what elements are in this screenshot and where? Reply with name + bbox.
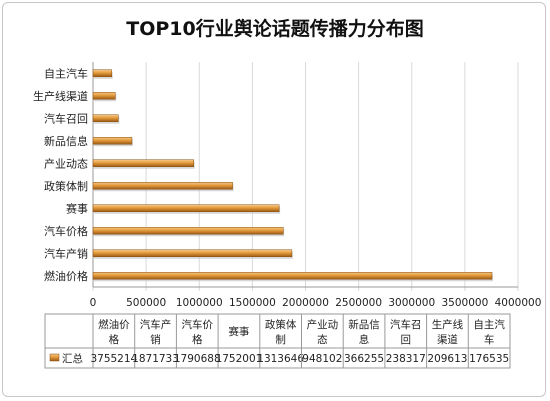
table-value-cell: 1871733 xyxy=(132,353,179,365)
table-header-cell: 格 xyxy=(192,333,203,346)
bar xyxy=(92,204,280,212)
table-value-cell: 3755214 xyxy=(90,353,137,365)
table-header-cell: 生产线 xyxy=(432,318,464,331)
table-header-cell: 回 xyxy=(401,334,412,346)
y-axis-labels: 燃油价格 汽车产销 汽车价格 赛事 政策体制 产业动态 新品信息 汽车召回 生产线渠道 自主汽车 xyxy=(33,66,88,283)
table-value-cell: 176535 xyxy=(469,353,509,365)
x-axis-ticks: 0 500000 1000000 1500000 2000000 2500000 30000… xyxy=(90,297,542,309)
y-category-label: 汽车价格 xyxy=(44,224,88,238)
table-header-cell: 车 xyxy=(484,333,495,346)
table-header-cell: 息 xyxy=(359,333,370,346)
table-header-cell: 汽车价 xyxy=(182,318,214,331)
x-tick-label: 2000000 xyxy=(282,297,329,309)
legend-swatch xyxy=(49,353,60,362)
table-header-cell: 新品信 xyxy=(348,318,380,331)
table-header-cell: 汽车产 xyxy=(140,318,172,331)
table-header-cell: 制 xyxy=(275,333,286,346)
bar xyxy=(92,159,194,167)
table-value-cell: 1752001 xyxy=(216,353,263,365)
bar xyxy=(92,272,493,280)
table-header-cell: 产业动 xyxy=(307,318,339,331)
table-header-cell: 渠道 xyxy=(437,333,458,346)
y-category-label: 产业动态 xyxy=(44,156,88,170)
x-tick-label: 3000000 xyxy=(388,297,435,309)
y-category-label: 汽车产销 xyxy=(44,246,88,260)
table-header-cell: 政策体 xyxy=(265,318,297,331)
y-category-label: 新品信息 xyxy=(44,134,88,148)
x-tick-label: 2500000 xyxy=(335,297,382,309)
y-category-label: 赛事 xyxy=(66,201,88,215)
table-border xyxy=(44,313,511,369)
bar xyxy=(92,92,116,100)
table-value-cell: 366255 xyxy=(344,353,384,365)
table-header-cell: 燃油价 xyxy=(98,318,130,331)
y-category-label: 生产线渠道 xyxy=(33,89,88,103)
x-tick-label: 0 xyxy=(90,297,97,309)
y-category-label: 政策体制 xyxy=(44,179,88,193)
x-tick-label: 500000 xyxy=(126,297,166,309)
bar xyxy=(92,182,233,190)
x-tick-label: 1000000 xyxy=(176,297,223,309)
bar xyxy=(92,69,113,77)
table-header-cell: 态 xyxy=(317,333,328,346)
x-tick-label: 3500000 xyxy=(441,297,488,309)
table-value-cell: 1313646 xyxy=(257,353,304,365)
x-tick-label: 4000000 xyxy=(495,297,542,309)
bar-group xyxy=(92,69,493,282)
bar xyxy=(92,137,133,145)
table-header-cell: 汽车召 xyxy=(390,318,422,331)
y-category-label: 燃油价格 xyxy=(44,269,88,283)
table-value-cell: 209613 xyxy=(427,353,467,365)
table-header-cell: 赛事 xyxy=(228,325,249,338)
x-tick-label: 1500000 xyxy=(229,297,276,309)
table-value-cell: 238317 xyxy=(386,353,426,365)
table-value-cell: 948102 xyxy=(302,353,342,365)
table-header-cell: 销 xyxy=(150,333,161,346)
legend-series-name: 汇总 xyxy=(62,352,83,365)
chart-title: TOP10行业舆论话题传播力分布图 xyxy=(126,18,424,40)
bar xyxy=(92,249,293,257)
table-header-cell: 自主汽 xyxy=(473,318,505,331)
table-header-cell: 格 xyxy=(109,333,120,346)
data-table: 燃油价格 3755214 汽车产销 1871733 汽车价格 1790688 赛事 17520… xyxy=(44,313,511,369)
table-value-cell: 1790688 xyxy=(174,353,221,365)
bar xyxy=(92,227,284,235)
y-category-label: 自主汽车 xyxy=(44,66,88,80)
y-category-label: 汽车召回 xyxy=(44,111,88,125)
bar xyxy=(92,114,119,122)
